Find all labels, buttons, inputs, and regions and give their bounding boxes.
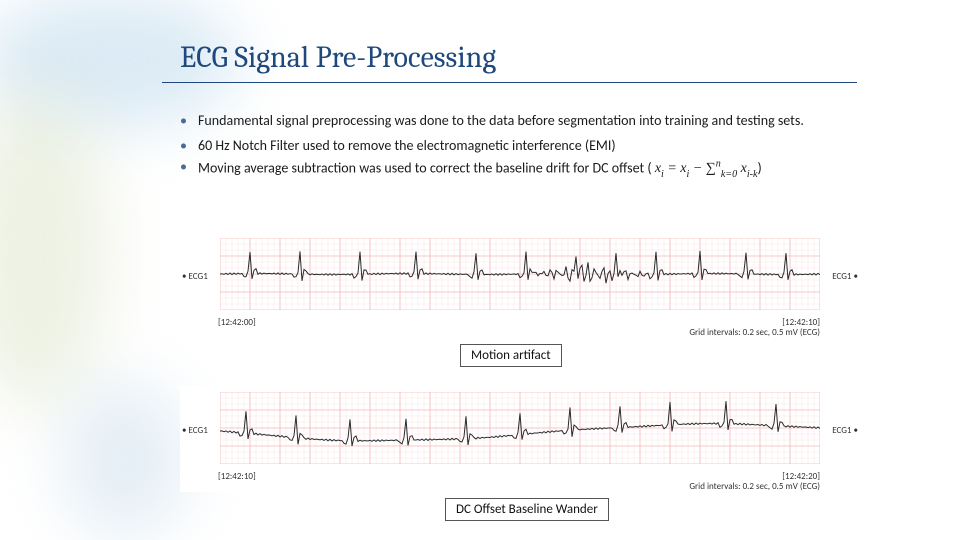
bullet-item: 60 Hz Notch Filter used to remove the el… — [180, 137, 900, 156]
ecg-axis-label-left: • ECG1 — [182, 271, 208, 282]
ecg-chart-1: • ECG1 ECG1 • [12:42:00] [12:42:10] Grid… — [180, 232, 880, 338]
ecg-time-left: [12:42:00] — [218, 317, 256, 328]
title-underline — [162, 82, 857, 83]
ecg-grid — [220, 238, 820, 310]
slide-title: ECG Signal Pre-Processing — [180, 40, 496, 75]
bullet-list: Fundamental signal preprocessing was don… — [180, 112, 900, 187]
bullet-item: Fundamental signal preprocessing was don… — [180, 112, 900, 131]
ecg-axis-label-right: ECG1 • — [832, 425, 858, 436]
ecg-chart-2: • ECG1 ECG1 • [12:42:10] [12:42:20] Grid… — [180, 386, 880, 492]
bg-glow-2 — [0, 90, 110, 410]
bg-glow-3 — [60, 380, 190, 540]
bullet-text: Moving average subtraction was used to c… — [198, 159, 655, 176]
ecg-trace-svg — [220, 238, 820, 310]
ecg-axis-label-left: • ECG1 — [182, 425, 208, 436]
ecg-grid-note: Grid intervals: 0.2 sec, 0.5 mV (ECG) — [689, 481, 820, 492]
ecg-axis-label-right: ECG1 • — [832, 271, 858, 282]
bullet-item: Moving average subtraction was used to c… — [180, 158, 900, 181]
formula: xi = xi − ∑nk=0 xi-k — [655, 161, 758, 176]
ecg-grid — [220, 392, 820, 464]
formula-close: ) — [758, 159, 762, 176]
ecg-trace-svg — [220, 392, 820, 464]
caption-motion-artifact: Motion artifact — [460, 344, 562, 367]
ecg-time-left: [12:42:10] — [218, 471, 256, 482]
caption-baseline-wander: DC Offset Baseline Wander — [445, 498, 609, 521]
ecg-grid-note: Grid intervals: 0.2 sec, 0.5 mV (ECG) — [689, 327, 820, 338]
